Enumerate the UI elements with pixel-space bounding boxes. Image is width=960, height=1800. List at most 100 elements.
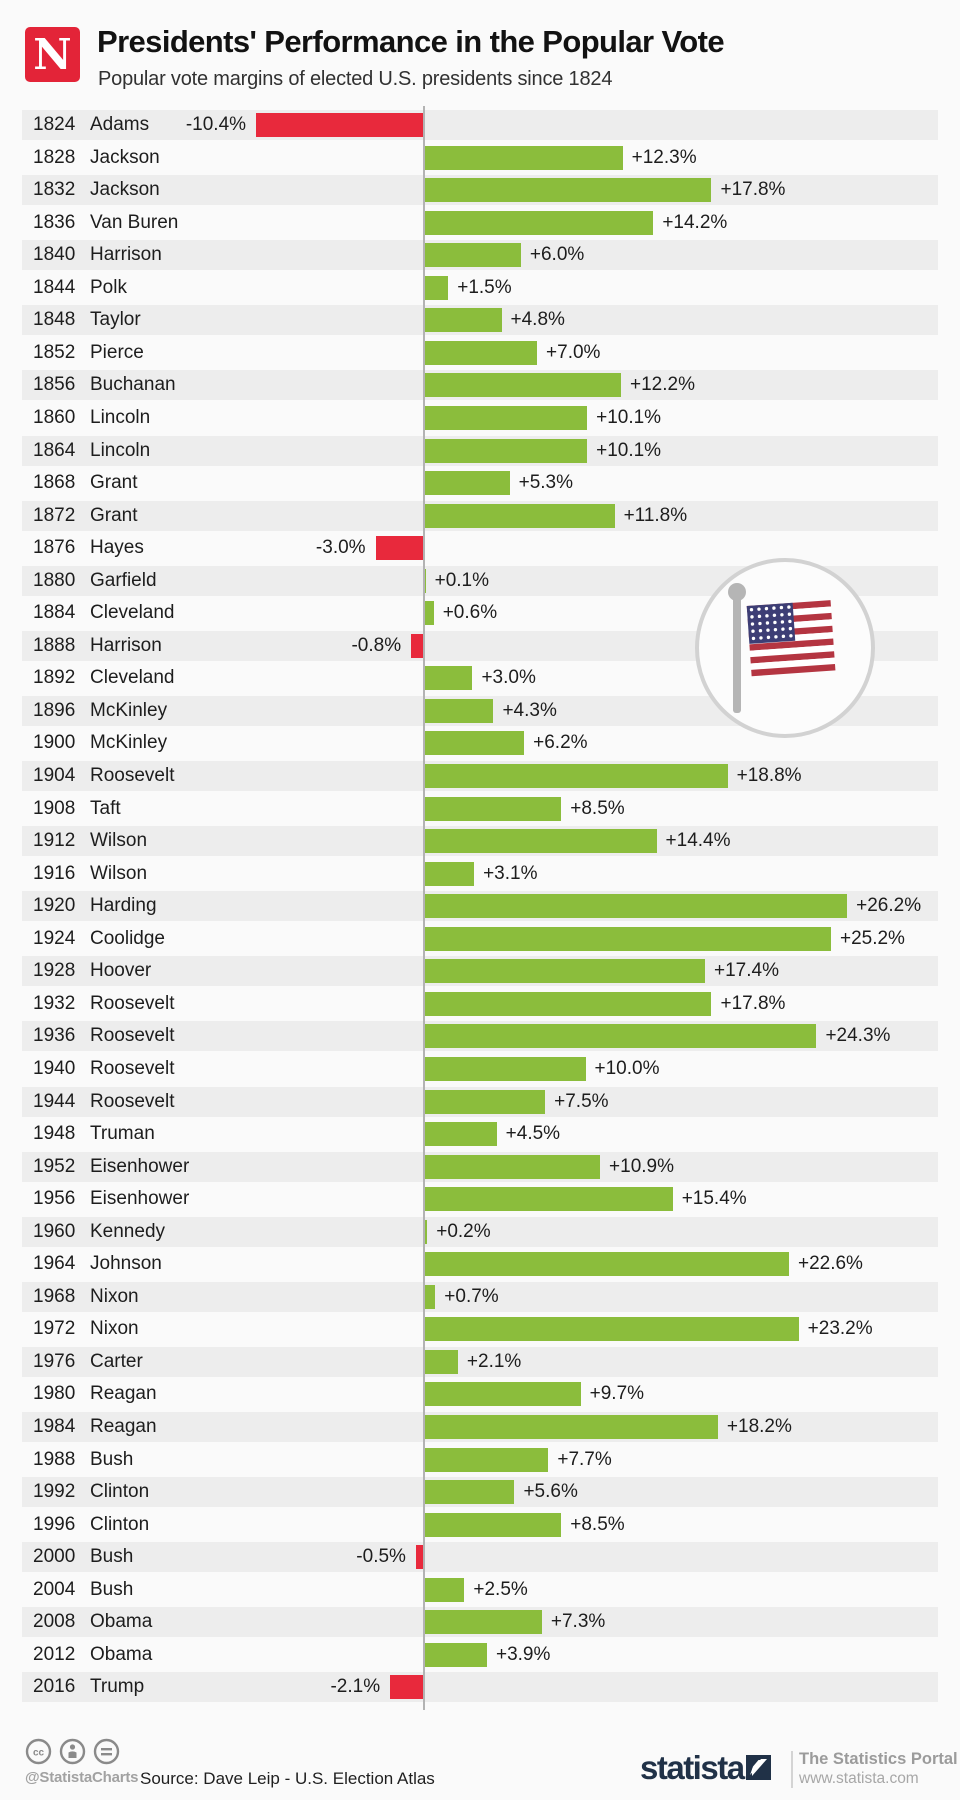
row-value-label: +25.2% [839,927,905,949]
chart-row-1848: 1848 Taylor +4.8% [22,305,938,336]
row-value-label: +8.5% [570,797,625,819]
chart-row-1828: 1828 Jackson +12.3% [22,143,938,173]
chart-row-1964: 1964 Johnson +22.6% [22,1249,938,1279]
row-year-label: 1916 [33,862,76,884]
row-year-label: 1856 [33,374,76,396]
row-year-label: 1832 [33,179,76,201]
positive-bar [424,698,494,723]
chart-row-1824: 1824 Adams -10.4% [22,110,938,140]
chart-row-2008: 2008 Obama +7.3% [22,1607,938,1638]
row-president-label: Johnson [90,1253,162,1275]
row-value-label: +10.1% [596,439,662,461]
row-president-label: Cleveland [90,667,175,689]
positive-bar [424,1252,789,1277]
row-year-label: 1924 [33,927,76,949]
chart-row-1836: 1836 Van Buren +14.2% [22,208,938,238]
row-year-label: 1840 [33,244,76,266]
row-president-label: Reagan [90,1383,157,1405]
row-president-label: Coolidge [90,927,165,949]
row-president-label: Obama [90,1611,153,1633]
row-value-label: -3.0% [315,537,366,559]
bar-chart: 1824 Adams -10.4% 1828 Jackson +12.3% 1832 Jack… [22,110,938,1710]
chart-row-1968: 1968 Nixon +0.7% [22,1281,938,1312]
row-year-label: 1828 [33,146,76,168]
row-president-label: Taft [90,797,121,819]
chart-row-1876: 1876 Hayes -3.0% [22,533,938,563]
row-value-label: +6.0% [529,244,585,266]
row-value-label: +9.7% [589,1383,645,1405]
row-year-label: 1852 [33,341,76,363]
row-president-label: Carter [90,1350,143,1372]
chart-row-1940: 1940 Roosevelt +10.0% [22,1054,938,1084]
row-year-label: 1880 [33,569,76,591]
chart-row-1920: 1920 Harding +26.2% [22,891,938,922]
negative-bar [256,113,424,137]
row-president-label: Taylor [90,309,141,331]
row-president-label: Obama [90,1643,153,1665]
row-value-label: +26.2% [856,895,922,917]
row-president-label: Clinton [90,1513,150,1535]
row-president-label: Harrison [90,634,162,656]
row-year-label: 1932 [33,992,76,1014]
statista-logo-icon [746,1755,771,1780]
row-president-label: Buchanan [90,374,176,396]
us-flag-emblem [695,558,875,738]
row-value-label: +17.8% [720,179,786,201]
row-year-label: 1868 [33,472,76,494]
row-value-label: -0.8% [351,634,402,656]
row-value-label: +18.2% [726,1416,792,1437]
row-year-label: 1864 [33,439,76,461]
chart-row-1948: 1948 Truman +4.5% [22,1119,938,1149]
positive-bar [424,1610,542,1635]
row-year-label: 1968 [33,1285,76,1307]
positive-bar [424,1577,465,1602]
footer-divider [791,1751,793,1788]
row-value-label: +6.2% [533,732,588,754]
row-value-label: +18.8% [736,765,802,786]
positive-bar [424,275,449,300]
positive-bar [424,1024,817,1049]
page-subtitle: Popular vote margins of elected U.S. pre… [98,68,613,90]
row-value-label: +10.9% [609,1155,675,1177]
positive-bar [424,340,538,365]
row-year-label: 1836 [33,211,76,233]
positive-bar [424,1349,458,1374]
row-year-label: 1960 [33,1220,76,1242]
license-icons: cc [25,1738,120,1765]
row-value-label: +5.3% [518,472,573,494]
chart-row-1972: 1972 Nixon +23.2% [22,1314,938,1344]
chart-row-1912: 1912 Wilson +14.4% [22,826,938,857]
row-year-label: 2004 [33,1578,76,1600]
row-president-label: Roosevelt [90,1090,175,1112]
row-year-label: 1980 [33,1383,76,1405]
row-year-label: 1952 [33,1155,76,1177]
row-president-label: Clinton [90,1481,150,1503]
negative-bar [375,536,424,561]
chart-row-1928: 1928 Hoover +17.4% [22,956,938,987]
row-year-label: 1984 [33,1416,76,1437]
chart-row-1864: 1864 Lincoln +10.1% [22,435,938,466]
chart-row-1996: 1996 Clinton +8.5% [22,1510,938,1540]
positive-bar [424,1056,586,1081]
row-year-label: 1892 [33,667,76,689]
positive-bar [424,210,654,235]
chart-row-1944: 1944 Roosevelt +7.5% [22,1086,938,1117]
chart-row-1956: 1956 Eisenhower +15.4% [22,1184,938,1214]
chart-row-2012: 2012 Obama +3.9% [22,1640,938,1670]
chart-row-1924: 1924 Coolidge +25.2% [22,924,938,954]
row-president-label: Bush [90,1546,134,1568]
positive-bar [424,243,521,268]
chart-row-1892: 1892 Cleveland +3.0% [22,663,938,693]
row-value-label: +7.7% [557,1448,612,1470]
row-value-label: +1.5% [457,276,512,298]
positive-bar [424,1317,799,1342]
row-value-label: +0.6% [442,602,498,624]
row-value-label: +7.0% [546,341,601,363]
chart-row-1952: 1952 Eisenhower +10.9% [22,1151,938,1182]
row-year-label: 1964 [33,1253,76,1275]
row-value-label: +17.8% [720,992,786,1014]
statista-wordmark: statista [640,1749,745,1786]
row-year-label: 1976 [33,1350,76,1372]
positive-bar [424,145,623,170]
